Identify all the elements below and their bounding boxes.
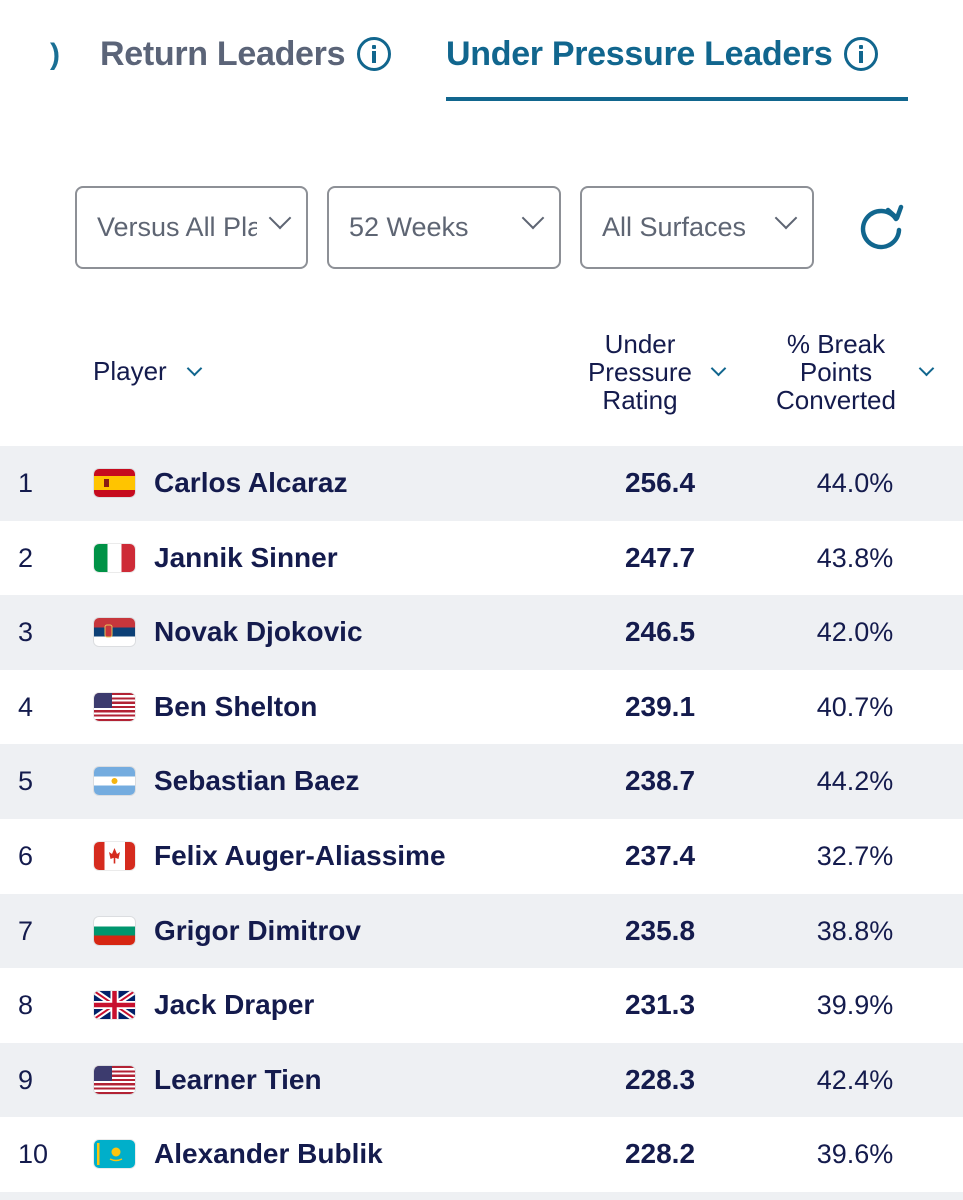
next-row-edge [0,1192,963,1200]
info-icon[interactable] [844,37,879,71]
usa-flag-icon [94,1065,135,1094]
header-text: % Break [786,329,886,359]
table-row[interactable]: 4 Ben Shelton 239.1 40.7% [0,670,963,745]
rank: 7 [18,915,34,946]
active-tab-indicator [446,97,908,101]
tab-label: Under Pressure Leaders [446,34,833,73]
player-name-link[interactable]: Felix Auger-Aliassime [154,839,446,871]
rank: 6 [18,840,34,871]
surface-filter-value: All Surfaces [602,212,747,242]
column-header-player[interactable]: Player [93,356,167,386]
chevron-down-icon [268,206,292,230]
break-points-converted: 32.7% [816,840,894,871]
under-pressure-rating: 256.4 [624,467,696,498]
header-text: Points [799,357,873,387]
serbia-flag-icon [94,618,135,647]
break-points-converted: 44.2% [816,766,894,797]
player-name-link[interactable]: Sebastian Baez [154,765,360,797]
period-filter-value: 52 Weeks [349,212,469,242]
under-pressure-rating: 239.1 [624,690,696,722]
column-header-break-points[interactable]: % Break Points Converted [765,330,907,414]
table-row[interactable]: 6 Felix Auger-Aliassime 237.4 32.7% [0,819,963,894]
player-name-link[interactable]: Learner Tien [154,1063,322,1095]
leaders-table-body: 1 Carlos Alcaraz 256.4 44.0% 2 Jannik Si… [0,446,963,1192]
rank: 9 [18,1064,34,1095]
rank: 5 [18,766,34,797]
opponent-filter-value: Versus All Players [97,212,257,242]
sort-chevron-icon[interactable] [186,360,203,377]
break-points-converted: 39.6% [816,1139,894,1170]
tabs-scroll-left-icon[interactable]: ) [50,38,60,71]
header-text: Rating [602,385,678,415]
tab-return-leaders[interactable]: Return Leaders [100,30,392,78]
tab-under-pressure-leaders[interactable]: Under Pressure Leaders [446,30,879,78]
canada-flag-icon [94,841,135,870]
break-points-converted: 44.0% [816,468,894,498]
break-points-converted: 42.4% [816,1064,894,1095]
spain-flag-icon [94,469,135,497]
under-pressure-rating: 247.7 [624,541,696,573]
under-pressure-rating: 228.3 [624,1063,696,1095]
chevron-down-icon [521,206,545,230]
under-pressure-rating: 246.5 [624,616,696,648]
rank: 1 [18,468,34,498]
sort-chevron-icon[interactable] [710,360,727,377]
rank: 8 [18,990,34,1021]
rank: 4 [18,691,34,722]
bulgaria-flag-icon [94,916,135,945]
player-name-link[interactable]: Carlos Alcaraz [154,467,348,498]
surface-filter-select[interactable]: All Surfaces [580,186,814,269]
table-row[interactable]: 1 Carlos Alcaraz 256.4 44.0% [0,446,963,521]
under-pressure-rating: 237.4 [624,839,696,871]
break-points-converted: 38.8% [816,915,894,946]
player-name-link[interactable]: Grigor Dimitrov [154,914,361,946]
header-text: Under [604,329,676,359]
argentina-flag-icon [94,767,135,796]
table-row[interactable]: 5 Sebastian Baez 238.7 44.2% [0,744,963,819]
leader-tabs: ) Return Leaders Under Pressure Leaders [0,0,963,105]
header-text: Pressure [587,357,693,387]
opponent-filter-select[interactable]: Versus All Players [75,186,308,269]
rank: 10 [18,1139,49,1170]
under-pressure-rating: 231.3 [624,989,696,1021]
tab-label: Return Leaders [100,34,346,73]
player-name-link[interactable]: Jack Draper [154,989,315,1021]
break-points-converted: 43.8% [816,542,894,573]
table-row[interactable]: 10 Alexander Bublik 228.2 39.6% [0,1117,963,1192]
player-name-link[interactable]: Ben Shelton [154,690,318,722]
under-pressure-rating: 228.2 [624,1138,696,1170]
period-filter-select[interactable]: 52 Weeks [327,186,561,269]
italy-flag-icon [94,543,135,572]
table-row[interactable]: 3 Novak Djokovic 246.5 42.0% [0,595,963,670]
player-name-link[interactable]: Novak Djokovic [154,616,363,648]
info-icon[interactable] [357,37,392,71]
rank: 2 [18,542,34,573]
player-name-link[interactable]: Jannik Sinner [154,541,338,573]
table-header: Player Under Pressure Rating % Break Poi… [0,320,963,440]
header-text: Converted [776,385,896,415]
table-row[interactable]: 7 Grigor Dimitrov 235.8 38.8% [0,893,963,969]
column-header-rating[interactable]: Under Pressure Rating [575,330,705,414]
break-points-converted: 39.9% [816,990,894,1021]
table-row[interactable]: 8 Jack Draper 231.3 39.9% [0,968,963,1043]
break-points-converted: 40.7% [816,691,894,722]
player-name-link[interactable]: Alexander Bublik [154,1138,383,1170]
table-row[interactable]: 9 Learner Tien 228.3 42.4% [0,1042,963,1118]
rank: 3 [18,617,34,648]
kazakhstan-flag-icon [94,1140,135,1169]
table-row[interactable]: 2 Jannik Sinner 247.7 43.8% [0,521,963,596]
usa-flag-icon [94,692,135,721]
reset-filters-icon[interactable] [856,202,906,252]
break-points-converted: 42.0% [816,617,894,648]
sort-chevron-icon[interactable] [918,360,935,377]
great-britain-flag-icon [94,991,135,1020]
under-pressure-rating: 235.8 [624,914,696,946]
under-pressure-rating: 238.7 [624,765,696,797]
chevron-down-icon [774,206,798,230]
